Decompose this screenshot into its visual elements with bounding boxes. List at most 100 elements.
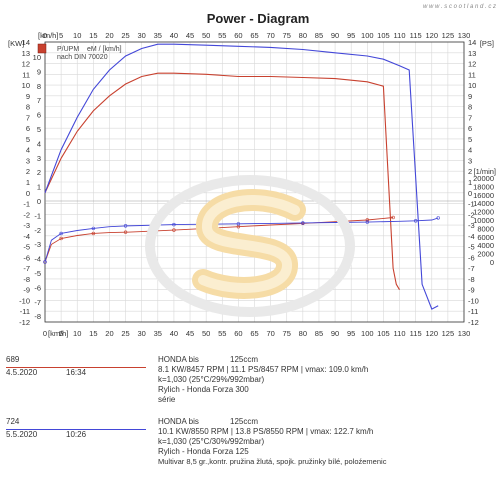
ps-tick-label: -2 [468,210,475,219]
chart-legend: P/UPM eM / [km/h] nach DIN 70020 [37,43,122,61]
chart-title: Power - Diagram [207,11,310,26]
rpm-point-724 [43,260,47,264]
kw-tick-label: -7 [34,298,41,307]
x-tick-label-bottom: 105 [377,329,390,338]
x-tick-label-top: 30 [138,31,146,40]
rpm-tick-label: 16000 [473,191,494,200]
run1-power-line: 8.1 KW/8457 RPM | 11.1 PS/8457 RPM | vma… [158,365,369,374]
kw-tick-label: -5 [34,269,41,278]
plot-frame [44,41,465,323]
ps-tick-label: 11 [468,70,476,79]
x-tick-label-bottom: 85 [315,329,323,338]
x-tick-label-top: 60 [234,31,242,40]
ps-tick-label: 5 [468,135,472,144]
x-tick-label-bottom: 25 [121,329,129,338]
kw-tick-label: 7 [37,96,41,105]
ps-tick-label: -9 [468,286,475,295]
run2-divider [6,429,146,430]
x-tick-label-bottom: 20 [105,329,113,338]
x-tick-label-top: 40 [170,31,178,40]
run2-power-line: 10.1 KW/8550 RPM | 13.8 PS/8550 RPM | vm… [158,427,374,436]
ps-tick-label: 13 [468,49,476,58]
curve-689-power_ps [44,72,400,290]
left-outer-tick-label: -5 [23,243,30,252]
left-outer-tick-label: -4 [23,232,30,241]
x-tick-label-top: 20 [105,31,113,40]
x-tick-label-top: 65 [250,31,258,40]
rpm-point-724 [413,219,418,223]
left-outer-tick-label: -8 [23,275,30,284]
run1-divider [6,367,146,368]
ps-tick-label: -11 [468,307,478,316]
x-tick-label-bottom: 5 [59,329,63,338]
rpm-point-689 [91,231,96,236]
kw-tick-label: -2 [34,226,41,235]
run2-id: 724 [6,417,20,426]
ps-tick-label: -12 [468,318,479,327]
x-tick-label-top: 95 [347,31,355,40]
left-outer-tick-label: 12 [22,60,30,69]
run1-rider-line: Rylich - Honda Forza 300 [158,385,249,394]
chart-grid [44,41,465,323]
ps-tick-label: -1 [468,200,475,209]
run2-make: HONDA bis [158,417,199,426]
left-outer-tick-label: 10 [22,81,30,90]
ps-tick-label: 2 [468,167,472,176]
kw-tick-label: 1 [37,183,41,192]
rpm-point-689 [365,218,370,222]
left-outer-tick-label: 1 [26,178,30,187]
kw-tick-label: 8 [37,82,41,91]
x-tick-label-top: 80 [299,31,307,40]
x-tick-label-bottom: 55 [218,329,226,338]
left-outer-tick-label: 3 [26,156,30,165]
left-outer-tick-label: 8 [26,103,30,112]
site-watermark-text: w w w . s c o o t l a n d . c z [423,4,496,10]
x-tick-label-top: 50 [202,31,210,40]
x-tick-label-bottom: 95 [347,329,355,338]
x-tick-label-top: 55 [218,31,226,40]
rpm-tick-label: 8000 [477,224,494,233]
run2-conditions-line: k=1,030 (25°C/30%/992mbar) [158,437,265,446]
ps-tick-label: 7 [468,113,472,122]
kw-tick-label: -4 [34,255,41,264]
x-tick-label-top: 25 [121,31,129,40]
rpm-tick-label: 20000 [473,174,494,183]
x-tick-label-top: 90 [331,31,339,40]
x-tick-label-bottom: 30 [138,329,146,338]
ps-tick-label: 8 [468,103,472,112]
left-outer-tick-label: 13 [22,49,30,58]
ps-tick-label: 0 [468,189,472,198]
x-tick-label-top: 110 [394,31,406,40]
x-tick-label-bottom: 80 [299,329,307,338]
x-tick-label-top: 85 [315,31,323,40]
chart-axes: 0055101015152020252530303535404045455050… [8,31,496,338]
left-outer-tick-label: -6 [23,253,30,262]
rpm-point-724 [365,220,370,224]
rpm-point-724 [436,216,440,220]
ps-tick-label: -5 [468,243,475,252]
rpm-tick-label: 12000 [473,208,494,217]
left-outer-tick-label: -10 [19,296,30,305]
ps-tick-label: 4 [468,146,472,155]
kw-tick-label: -3 [34,240,41,249]
x-tick-label-bottom: 35 [154,329,162,338]
rpm-point-689 [123,230,128,234]
run2-rider-line: Rylich - Honda Forza 125 [158,447,249,456]
x-tick-label-bottom: 60 [234,329,242,338]
x-tick-label-top: 10 [73,31,81,40]
rpm-point-724 [123,224,128,228]
run1-date: 4.5.2020 [6,368,38,377]
run2-date: 5.5.2020 [6,430,38,439]
ps-tick-label: 14 [468,38,476,47]
x-tick-label-top: 120 [426,31,439,40]
left-outer-tick-label: -1 [23,200,30,209]
x-tick-label-top: 35 [154,31,162,40]
x-tick-label-bottom: 130 [458,329,471,338]
rpm-point-689 [59,236,63,241]
x-tick-label-bottom: 45 [186,329,194,338]
x-tick-label-top: 15 [89,31,97,40]
kw-tick-label: 0 [37,197,41,206]
x-tick-label-top: 0 [43,31,47,40]
kw-axis-title: [KW] [8,39,24,48]
x-tick-label-bottom: 115 [410,329,422,338]
